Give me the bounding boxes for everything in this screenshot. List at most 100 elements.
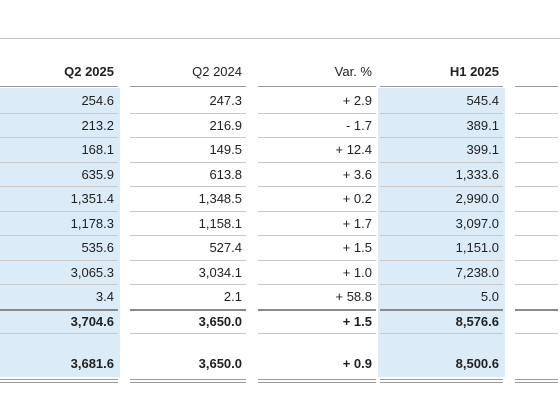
table-cell: 3,681.6 <box>70 355 114 371</box>
table-cell: 1,178.3 <box>70 215 114 231</box>
row-rule <box>130 137 246 138</box>
row-rule <box>258 308 376 311</box>
row-rule <box>515 137 558 138</box>
table-cell: + 58.8 <box>335 289 372 304</box>
table-cell: 527.4 <box>209 240 242 255</box>
row-rule <box>0 333 118 334</box>
row-rule <box>258 235 376 236</box>
row-rule <box>380 333 503 334</box>
table-cell: + 3.6 <box>342 166 372 182</box>
row-rule <box>130 308 246 311</box>
row-rule <box>258 210 376 212</box>
table-cell: 8,576.6 <box>455 313 499 329</box>
table-cell: + 1.0 <box>342 264 372 280</box>
table-cell: + 0.9 <box>342 355 372 371</box>
row-rule <box>380 259 503 261</box>
table-cell: 2,990.0 <box>455 191 499 206</box>
row-rule <box>130 161 246 163</box>
row-rule <box>515 235 558 236</box>
row-rule <box>515 284 558 285</box>
table-cell: + 1.7 <box>342 215 372 231</box>
row-rule <box>515 333 558 334</box>
table-cell: 213.2 <box>81 117 114 133</box>
row-rule <box>515 378 558 380</box>
row-rule <box>515 308 558 311</box>
row-rule <box>515 112 558 114</box>
column-header: H1 2025 <box>449 64 499 79</box>
table-cell: 3,097.0 <box>455 215 499 231</box>
row-rule <box>130 259 246 261</box>
top-rule <box>0 38 560 39</box>
row-rule <box>130 235 246 236</box>
table-cell: - 1.7 <box>345 117 372 133</box>
row-rule <box>0 308 118 311</box>
row-rule <box>515 186 558 187</box>
row-rule <box>130 210 246 212</box>
row-rule <box>380 161 503 163</box>
row-rule <box>0 161 118 163</box>
table-cell: 399.1 <box>466 142 499 157</box>
row-rule <box>380 308 503 311</box>
table-cell: + 1.5 <box>342 240 372 255</box>
table-cell: + 12.4 <box>335 142 372 157</box>
table-cell: 1,333.6 <box>455 166 499 182</box>
row-rule <box>258 137 376 138</box>
table-cell: 2.1 <box>223 289 242 304</box>
row-rule <box>380 86 503 87</box>
table-cell: 1,348.5 <box>198 191 242 206</box>
column-header: Q2 2025 <box>64 64 114 79</box>
row-rule <box>515 161 558 163</box>
row-rule <box>0 378 118 380</box>
row-rule <box>380 186 503 187</box>
row-rule <box>258 86 376 87</box>
row-rule <box>515 381 558 383</box>
row-rule <box>0 284 118 285</box>
row-rule <box>515 86 558 87</box>
table-cell: 3,650.0 <box>198 355 242 371</box>
table-cell: 613.8 <box>209 166 242 182</box>
row-rule <box>0 235 118 236</box>
table-cell: 149.5 <box>209 142 242 157</box>
table-cell: 216.9 <box>209 117 242 133</box>
table-cell: 254.6 <box>81 93 114 108</box>
table-cell: + 1.5 <box>342 313 372 329</box>
row-rule <box>515 259 558 261</box>
row-rule <box>380 378 503 380</box>
table-cell: 168.1 <box>81 142 114 157</box>
table-cell: 7,238.0 <box>455 264 499 280</box>
row-rule <box>0 381 118 383</box>
row-rule <box>258 381 376 383</box>
table-cell: 535.6 <box>81 240 114 255</box>
table-cell: 3.4 <box>95 289 114 304</box>
highlight-column <box>378 88 505 377</box>
column-header: Q2 2024 <box>192 64 242 79</box>
table-cell: + 2.9 <box>342 93 372 108</box>
row-rule <box>258 333 376 334</box>
row-rule <box>0 210 118 212</box>
row-rule <box>258 161 376 163</box>
table-cell: 8,500.6 <box>455 355 499 371</box>
table-cell: 1,351.4 <box>70 191 114 206</box>
row-rule <box>0 259 118 261</box>
row-rule <box>380 235 503 236</box>
table-cell: 5.0 <box>480 289 499 304</box>
row-rule <box>0 186 118 187</box>
row-rule <box>130 333 246 334</box>
table-cell: 635.9 <box>81 166 114 182</box>
row-rule <box>380 284 503 285</box>
row-rule <box>0 86 118 87</box>
table-cell: 247.3 <box>209 93 242 108</box>
row-rule <box>258 112 376 114</box>
column-header: Var. % <box>334 64 372 79</box>
table-cell: + 0.2 <box>342 191 372 206</box>
table-cell: 3,704.6 <box>70 313 114 329</box>
table-cell: 1,158.1 <box>198 215 242 231</box>
row-rule <box>380 112 503 114</box>
table-cell: 3,065.3 <box>70 264 114 280</box>
row-rule <box>130 186 246 187</box>
row-rule <box>0 112 118 114</box>
row-rule <box>130 284 246 285</box>
table-cell: 1,151.0 <box>455 240 499 255</box>
table-cell: 3,650.0 <box>198 313 242 329</box>
